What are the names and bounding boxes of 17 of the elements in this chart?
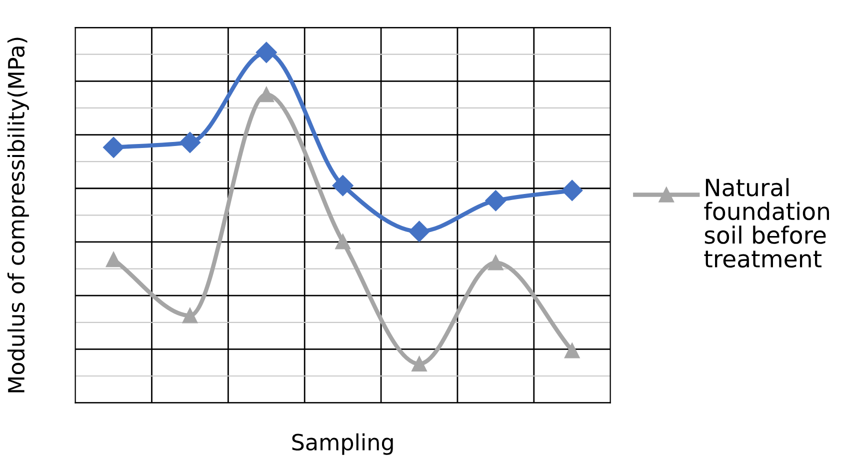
point xyxy=(335,234,350,250)
y-axis-title: Modulus of compressibility(MPa) xyxy=(7,38,29,392)
point xyxy=(179,132,200,153)
point xyxy=(564,342,580,358)
point xyxy=(258,86,274,102)
point xyxy=(562,180,583,201)
point xyxy=(256,42,277,63)
point xyxy=(488,255,504,270)
point xyxy=(485,190,506,212)
point xyxy=(412,356,427,372)
legend-label: Natural foundation soil before treatment xyxy=(704,178,829,268)
point xyxy=(332,175,354,196)
point xyxy=(103,136,124,158)
x-axis-title: Sampling xyxy=(292,433,393,455)
point xyxy=(106,252,122,268)
point xyxy=(182,308,198,324)
point xyxy=(408,220,430,242)
